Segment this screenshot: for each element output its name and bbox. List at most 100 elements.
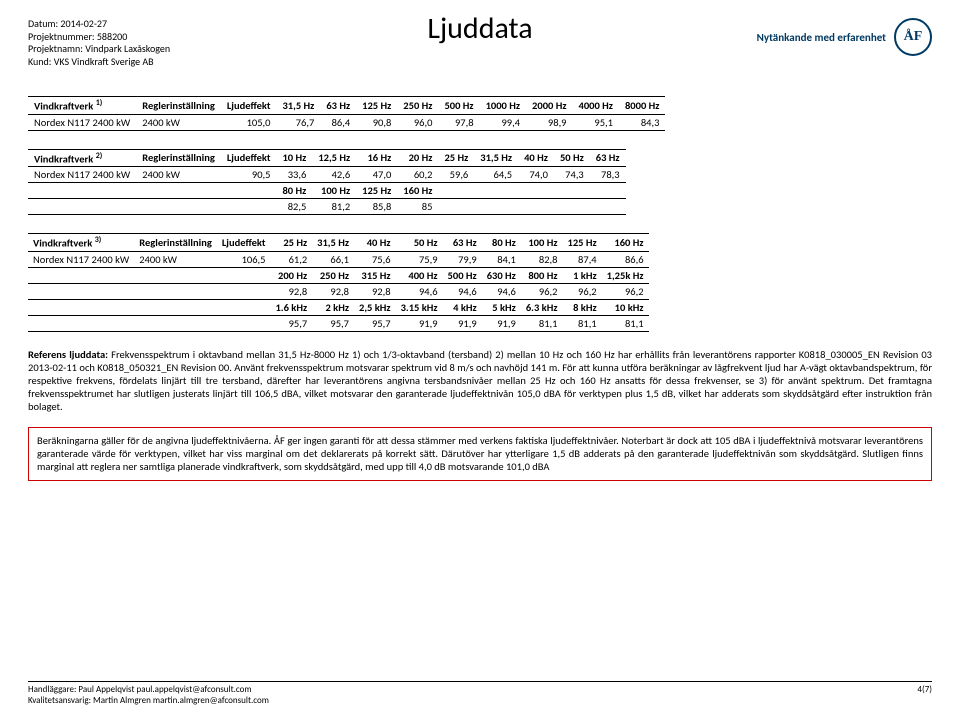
t3-h: 80 Hz	[482, 234, 521, 252]
t3-c3: 81,1	[563, 315, 602, 331]
t3-c: 61,2	[270, 251, 312, 267]
footer-handler: Handläggare: Paul Appelqvist paul.appelq…	[28, 684, 269, 695]
t2-regler: 2400 kW	[136, 167, 221, 183]
t3-c: 75,6	[354, 251, 396, 267]
t1-h-name: Vindkraftverk 1)	[28, 97, 136, 115]
t1-c: 97,8	[438, 114, 479, 130]
footer: Handläggare: Paul Appelqvist paul.appelq…	[28, 681, 932, 706]
t1-c: 90,8	[356, 114, 397, 130]
t3-h3: 6.3 kHz	[521, 299, 563, 315]
t3-h3: 8 kHz	[563, 299, 602, 315]
t1-c: 99,4	[480, 114, 526, 130]
t3-c2: 96,2	[563, 283, 602, 299]
table-1: Vindkraftverk 1) Reglerinställning Ljude…	[28, 96, 665, 131]
t2-h2: 160 Hz	[397, 183, 438, 199]
t2-c: 33,6	[276, 167, 312, 183]
t3-h: 40 Hz	[354, 234, 396, 252]
t3-c: 82,8	[521, 251, 563, 267]
t2-c: 59,6	[438, 167, 474, 183]
t1-h: 63 Hz	[320, 97, 356, 115]
para-lead: Referens ljuddata:	[28, 348, 108, 361]
logo-icon: ÅF	[894, 18, 932, 56]
kund: Kund: VKS Vindkraft Sverige AB	[28, 56, 932, 69]
t2-c: 90,5	[221, 167, 277, 183]
t1-regler: 2400 kW	[136, 114, 221, 130]
t3-h3: 4 kHz	[443, 299, 482, 315]
t3-h: 100 Hz	[521, 234, 563, 252]
t3-h: 160 Hz	[602, 234, 649, 252]
t3-c2: 96,2	[521, 283, 563, 299]
table-2: Vindkraftverk 2) Reglerinställning Ljude…	[28, 149, 626, 216]
t3-h: 63 Hz	[443, 234, 482, 252]
t2-c2: 85	[397, 199, 438, 215]
t2-c: 47,0	[356, 167, 397, 183]
t3-c3: 91,9	[482, 315, 521, 331]
t2-h: 10 Hz	[276, 149, 312, 167]
t2-c: 60,2	[397, 167, 438, 183]
t2-h: 40 Hz	[518, 149, 554, 167]
t2-h-name: Vindkraftverk 2)	[28, 149, 136, 167]
t3-h2: 1 kHz	[563, 267, 602, 283]
t2-c: 42,6	[312, 167, 356, 183]
t1-h: 1000 Hz	[480, 97, 526, 115]
t3-h: 25 Hz	[270, 234, 312, 252]
t3-model: Nordex N117 2400 kW	[28, 251, 134, 267]
t3-c: 84,1	[482, 251, 521, 267]
t3-h2: 315 Hz	[354, 267, 396, 283]
t3-c: 66,1	[312, 251, 354, 267]
t2-c2: 85,8	[356, 199, 397, 215]
t2-h2: 125 Hz	[356, 183, 397, 199]
t2-h-regler: Reglerinställning	[136, 149, 221, 167]
t2-h: 20 Hz	[397, 149, 438, 167]
t3-c3: 81,1	[602, 315, 649, 331]
t3-regler: 2400 kW	[134, 251, 217, 267]
t1-h: 500 Hz	[438, 97, 479, 115]
t1-c: 95,1	[573, 114, 619, 130]
t2-c2: 82,5	[276, 199, 312, 215]
t3-h2: 800 Hz	[521, 267, 563, 283]
t3-c3: 95,7	[270, 315, 312, 331]
t2-h: 63 Hz	[590, 149, 626, 167]
t3-h: 31,5 Hz	[312, 234, 354, 252]
t2-h2: 80 Hz	[276, 183, 312, 199]
t2-h: Ljudeffekt	[221, 149, 277, 167]
table-3: Vindkraftverk 3) Reglerinställning Ljude…	[28, 233, 649, 332]
t3-c3: 91,9	[443, 315, 482, 331]
t3-c: 86,6	[602, 251, 649, 267]
t3-c2: 94,6	[482, 283, 521, 299]
t3-c3: 91,9	[396, 315, 443, 331]
footer-qa: Kvalitetsansvarig: Martin Almgren martin…	[28, 695, 269, 706]
t3-c: 87,4	[563, 251, 602, 267]
t2-h: 50 Hz	[554, 149, 590, 167]
t1-c: 86,4	[320, 114, 356, 130]
t2-c2: 81,2	[312, 199, 356, 215]
t3-h-name: Vindkraftverk 3)	[28, 234, 134, 252]
t1-model: Nordex N117 2400 kW	[28, 114, 136, 130]
t3-c2: 92,8	[354, 283, 396, 299]
t3-h3: 2,5 kHz	[354, 299, 396, 315]
t2-h2: 100 Hz	[312, 183, 356, 199]
t1-c: 84,3	[619, 114, 665, 130]
t1-h: 125 Hz	[356, 97, 397, 115]
footer-page: 4(7)	[917, 684, 932, 706]
red-box: Beräkningarna gäller för de angivna ljud…	[28, 427, 932, 480]
t3-h3: 1.6 kHz	[270, 299, 312, 315]
t3-h3: 10 kHz	[602, 299, 649, 315]
t2-h: 16 Hz	[356, 149, 397, 167]
t3-h2: 500 Hz	[443, 267, 482, 283]
t3-c2: 94,6	[396, 283, 443, 299]
t3-c: 75,9	[396, 251, 443, 267]
t1-h: 2000 Hz	[526, 97, 572, 115]
reference-paragraph: Referens ljuddata: Frekvensspektrum i ok…	[28, 348, 932, 414]
t3-h: Ljudeffekt	[217, 234, 271, 252]
t3-h3: 2 kHz	[312, 299, 354, 315]
t1-c: 105,0	[221, 114, 277, 130]
t2-c: 78,3	[590, 167, 626, 183]
t3-h: 50 Hz	[396, 234, 443, 252]
t3-h2: 630 Hz	[482, 267, 521, 283]
t3-h3: 3.15 kHz	[396, 299, 443, 315]
t2-c: 74,3	[554, 167, 590, 183]
t1-h: 31,5 Hz	[276, 97, 320, 115]
t3-c2: 92,8	[270, 283, 312, 299]
t3-h2: 250 Hz	[312, 267, 354, 283]
